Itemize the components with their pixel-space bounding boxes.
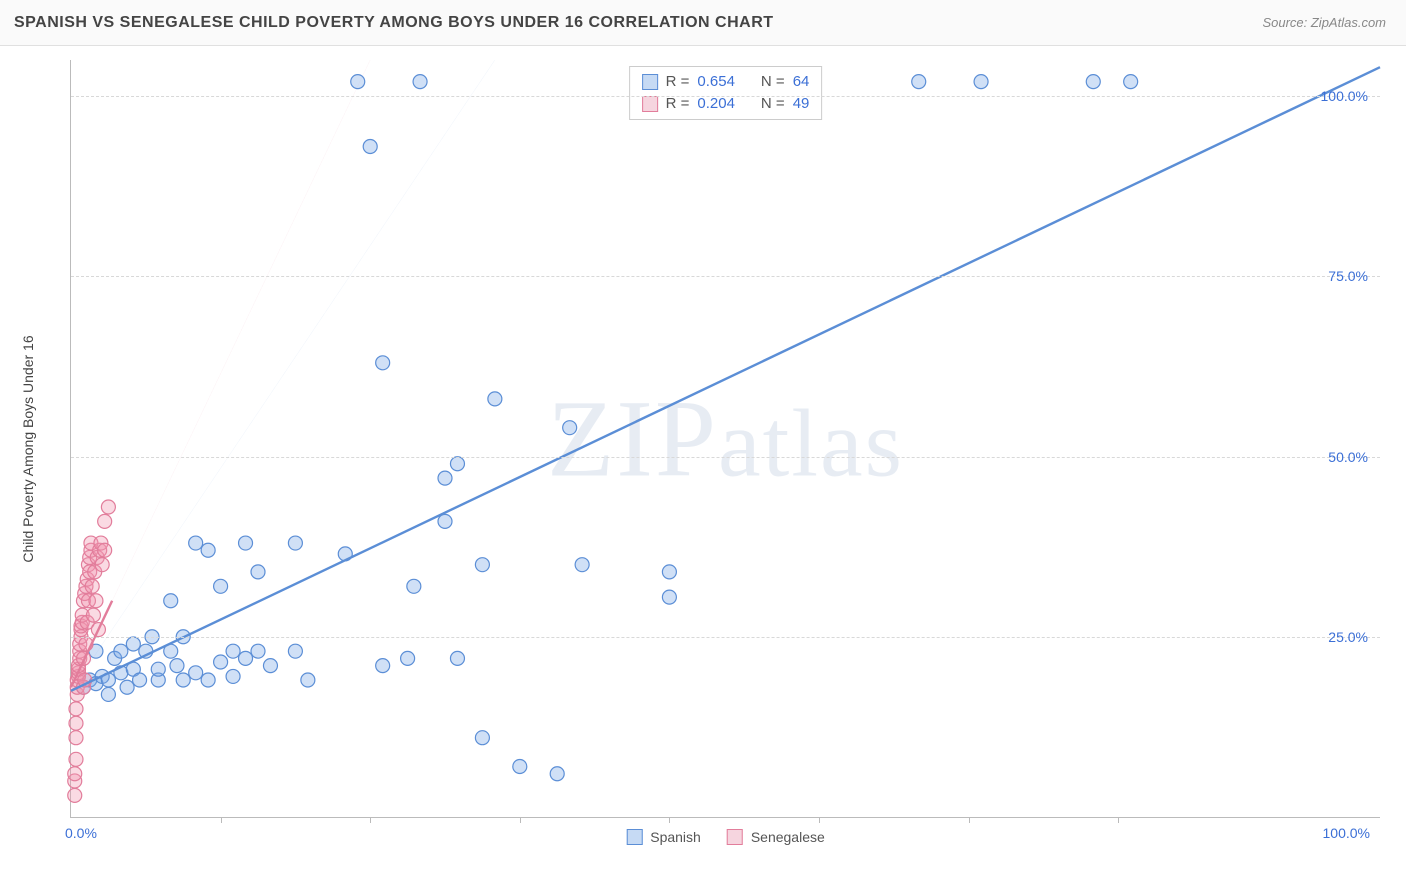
x-tick (969, 817, 970, 823)
swatch-senegalese-bottom (727, 829, 743, 845)
plot-region: ZIPatlas R = 0.654 N = 64 R = 0.204 N = … (70, 60, 1380, 818)
chart-area: Child Poverty Among Boys Under 16 ZIPatl… (50, 56, 1386, 842)
gridline (71, 276, 1380, 277)
x-tick (520, 817, 521, 823)
legend-label-spanish: Spanish (650, 829, 701, 845)
swatch-senegalese (642, 96, 658, 112)
x-tick (221, 817, 222, 823)
y-tick-label: 100.0% (1321, 88, 1368, 104)
legend-bottom: Spanish Senegalese (626, 829, 825, 845)
y-tick-label: 50.0% (1328, 449, 1368, 465)
y-axis-label: Child Poverty Among Boys Under 16 (20, 335, 36, 562)
n-label: N = (761, 71, 785, 93)
gridline (71, 96, 1380, 97)
y-tick-label: 75.0% (1328, 268, 1368, 284)
x-tick-label-min: 0.0% (65, 825, 97, 841)
legend-item-spanish: Spanish (626, 829, 701, 845)
gridline (71, 457, 1380, 458)
swatch-spanish-bottom (626, 829, 642, 845)
gridline (71, 637, 1380, 638)
y-tick-label: 25.0% (1328, 629, 1368, 645)
r-value-spanish: 0.654 (697, 71, 735, 93)
plot-svg (71, 60, 1380, 817)
legend-stats-row-spanish: R = 0.654 N = 64 (642, 71, 810, 93)
chart-header: SPANISH VS SENEGALESE CHILD POVERTY AMON… (0, 0, 1406, 46)
x-tick-label-max: 100.0% (1323, 825, 1370, 841)
chart-title: SPANISH VS SENEGALESE CHILD POVERTY AMON… (14, 14, 774, 32)
legend-label-senegalese: Senegalese (751, 829, 825, 845)
swatch-spanish (642, 74, 658, 90)
n-value-spanish: 64 (793, 71, 810, 93)
x-tick (1118, 817, 1119, 823)
x-tick (669, 817, 670, 823)
r-label: R = (666, 71, 690, 93)
x-tick (819, 817, 820, 823)
x-tick (370, 817, 371, 823)
legend-item-senegalese: Senegalese (727, 829, 825, 845)
chart-source: Source: ZipAtlas.com (1262, 15, 1386, 30)
legend-stats-box: R = 0.654 N = 64 R = 0.204 N = 49 (629, 66, 823, 120)
